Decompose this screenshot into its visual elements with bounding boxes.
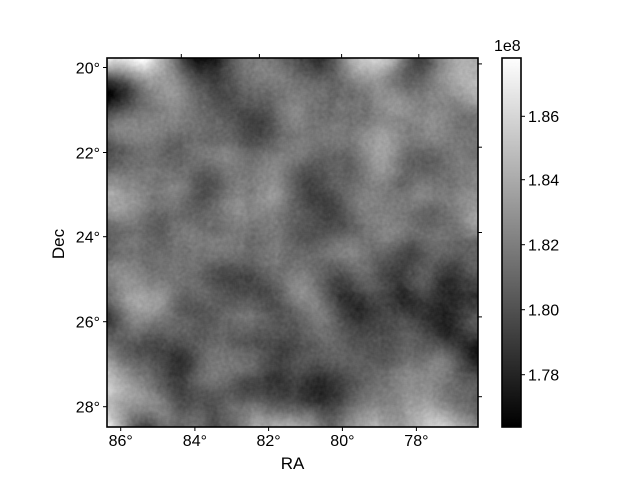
svg-text:80°: 80° [330,433,354,450]
svg-text:86°: 86° [109,433,133,450]
svg-text:20°: 20° [76,61,100,78]
svg-text:26°: 26° [76,315,100,332]
svg-text:1.80: 1.80 [528,302,559,319]
svg-text:1.78: 1.78 [528,367,559,384]
svg-text:1e8: 1e8 [494,38,521,55]
svg-text:84°: 84° [183,433,207,450]
svg-text:78°: 78° [404,433,428,450]
svg-text:1.82: 1.82 [528,237,559,254]
svg-text:24°: 24° [76,230,100,247]
svg-text:82°: 82° [256,433,280,450]
svg-text:28°: 28° [76,400,100,417]
svg-text:RA: RA [281,454,305,473]
svg-text:Dec: Dec [49,228,68,259]
svg-text:1.84: 1.84 [528,172,559,189]
svg-text:22°: 22° [76,146,100,163]
svg-text:1.86: 1.86 [528,109,559,126]
